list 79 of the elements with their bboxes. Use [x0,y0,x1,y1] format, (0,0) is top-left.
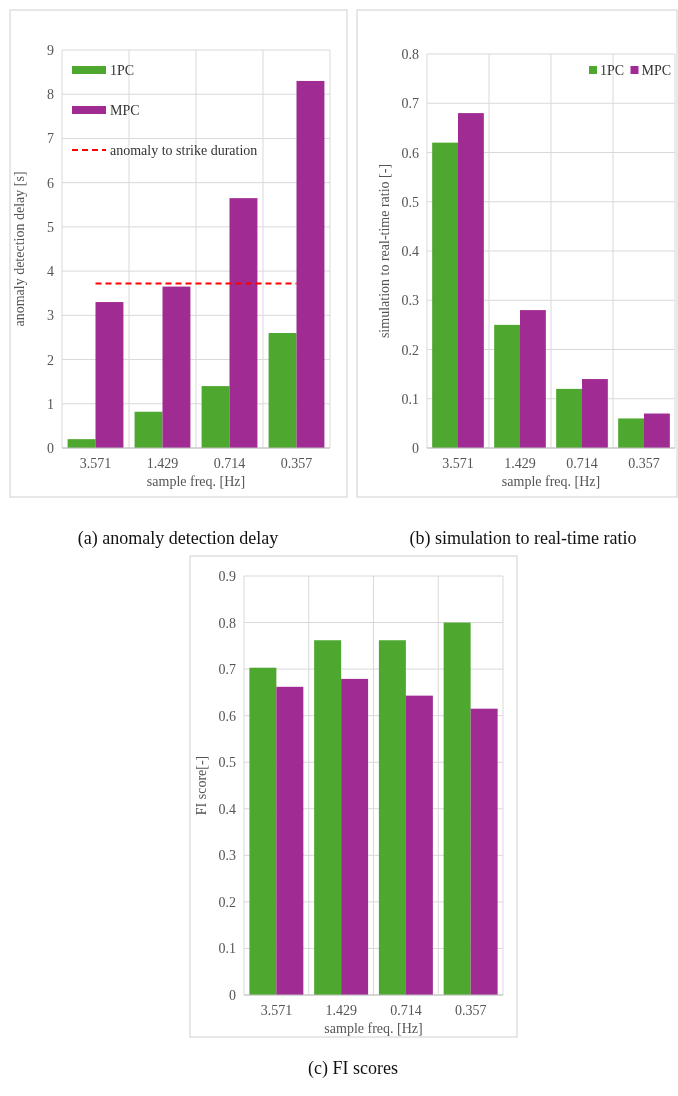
y-tick-label: 0.1 [218,941,236,957]
y-tick-label: 1 [47,396,54,412]
bar [520,310,546,448]
y-tick-label: 0.2 [401,342,419,358]
bar [95,302,124,448]
text: (a) anomaly detection delay [77,528,279,549]
y-tick-label: 4 [47,264,54,280]
x-tick-label: 3.571 [260,1003,293,1018]
y-tick-label: 0.7 [401,96,419,112]
legend-label: anomaly to strike duration [110,143,258,158]
y-tick-label: 0 [47,441,54,456]
text: (b) simulation to real-time ratio [409,528,637,549]
x-axis-title: sample freq. [Hz] [501,474,601,489]
y-tick-label: 6 [47,175,54,191]
y-tick-label: 0.5 [218,755,236,771]
y-tick-label: 0.6 [218,708,236,724]
y-tick-label: 0 [412,441,419,456]
y-tick-label: 0.4 [218,801,236,817]
y-tick-label: 0 [229,988,236,1003]
bar [341,678,369,995]
bar [582,379,608,448]
bar [405,695,433,995]
x-tick-label: 0.357 [280,456,313,471]
legend-label: MPC [641,63,672,78]
bar [494,324,520,448]
y-tick-label: 0.8 [401,47,419,62]
bar [458,113,484,448]
legend-label: 1PC [600,63,625,78]
y-tick-label: 0.8 [218,615,236,631]
y-tick-label: 0.3 [218,848,236,864]
y-tick-label: 0.5 [401,194,419,210]
bar [644,413,670,448]
x-axis-title: sample freq. [Hz] [324,1021,423,1036]
x-tick-label: 0.357 [454,1003,487,1018]
x-tick-label: 1.429 [325,1003,357,1018]
y-tick-label: 9 [47,43,54,58]
bar [134,411,163,448]
x-tick-label: 0.714 [213,456,246,471]
x-tick-label: 0.357 [628,456,660,471]
y-tick-label: 0.1 [401,391,419,407]
bar [276,686,304,995]
bar [556,388,582,448]
y-tick-label: 0.3 [401,293,419,309]
y-axis-title: FI score[-] [194,755,209,816]
x-tick-label: 0.714 [390,1003,422,1018]
y-tick-label: 7 [47,131,54,147]
y-tick-label: 0.2 [218,894,236,910]
y-tick-label: 0.7 [218,662,236,678]
legend-label: MPC [110,103,140,118]
bar [249,667,277,995]
legend-label: 1PC [110,63,135,78]
bar [443,622,471,995]
text: (c) FI scores [308,1058,398,1079]
y-axis-title: anomaly detection delay [s] [12,171,27,327]
x-tick-label: 3.571 [442,456,474,471]
y-axis-title: simulation to real-time ratio [-] [377,163,392,339]
bar [229,198,258,448]
x-tick-label: 1.429 [504,456,536,471]
x-tick-label: 0.714 [566,456,598,471]
bar [470,708,498,995]
y-tick-label: 2 [47,352,54,368]
bar [201,386,230,448]
bar [314,640,342,995]
y-tick-label: 0.6 [401,145,419,161]
bar [378,640,406,995]
bar [67,439,96,448]
bar [296,80,325,448]
bar [618,418,644,448]
x-tick-label: 1.429 [146,456,179,471]
bar [432,142,458,448]
y-tick-label: 5 [47,219,54,235]
y-tick-label: 3 [47,308,54,324]
bar [268,333,297,448]
x-tick-label: 3.571 [79,456,112,471]
bar [162,286,191,448]
x-axis-title: sample freq. [Hz] [146,474,246,489]
y-tick-label: 8 [47,87,54,103]
y-tick-label: 0.4 [401,244,419,259]
y-tick-label: 0.9 [218,569,236,584]
